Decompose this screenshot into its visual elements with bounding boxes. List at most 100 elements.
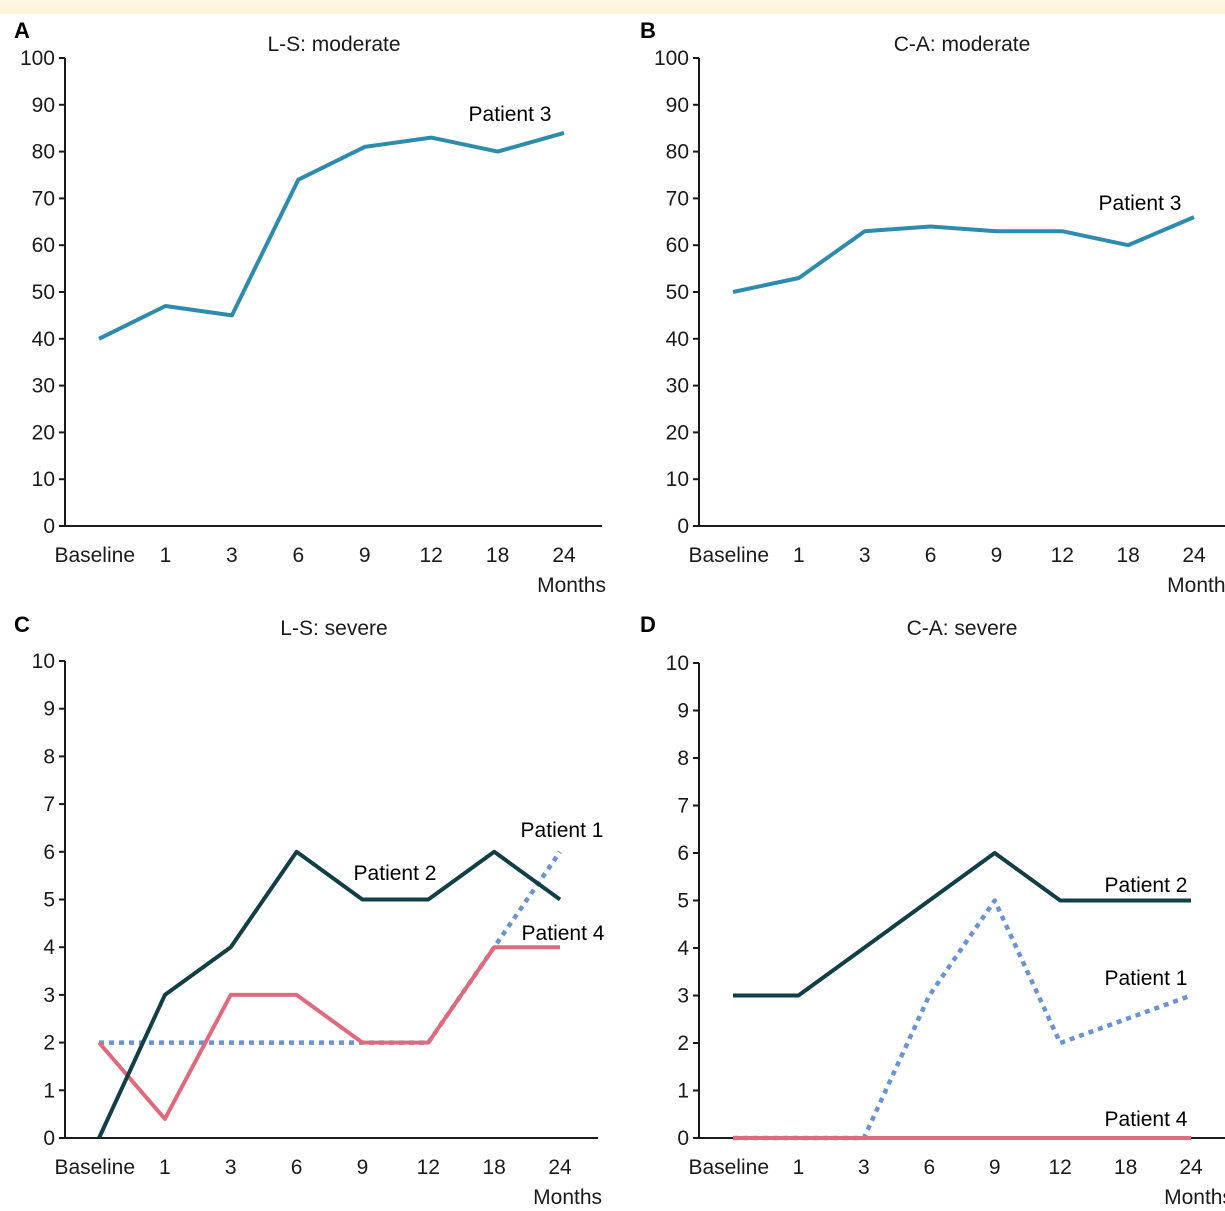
x-tick-label: 3 xyxy=(226,544,238,567)
x-axis-label: Months xyxy=(1164,1186,1225,1209)
panel-title: L-S: moderate xyxy=(267,33,400,56)
y-tick-label: 2 xyxy=(677,1032,689,1055)
y-tick-label: 50 xyxy=(666,281,689,304)
x-tick-label: 9 xyxy=(989,1156,1001,1179)
y-tick-label: 2 xyxy=(43,1032,55,1055)
x-tick-label: 24 xyxy=(548,1156,572,1179)
series-line-patient-2 xyxy=(733,851,1191,998)
x-tick-label: Baseline xyxy=(54,1156,135,1179)
x-tick-label: Baseline xyxy=(54,544,135,567)
x-tick-label: 18 xyxy=(1114,1156,1137,1179)
y-tick-label: 30 xyxy=(666,375,689,398)
y-tick-label: 30 xyxy=(32,375,55,398)
x-tick-label: 12 xyxy=(417,1156,440,1179)
series-label: Patient 2 xyxy=(354,862,437,885)
panel-title: C-A: moderate xyxy=(894,33,1031,56)
series-label: Patient 1 xyxy=(1105,967,1188,990)
panel-b: B C-A: moderate 0 10 20 30 40 50 60 70 80 90 100 Base… xyxy=(640,18,1225,597)
y-tick-label: 10 xyxy=(32,650,55,673)
y-tick-label: 80 xyxy=(666,141,689,164)
y-tick-label: 60 xyxy=(32,234,55,257)
x-tick-label: 3 xyxy=(225,1156,237,1179)
x-axis-label: Months xyxy=(1167,574,1225,597)
x-tick-label: 12 xyxy=(419,544,442,567)
y-tick-label: 60 xyxy=(666,234,689,257)
series-label: Patient 3 xyxy=(1099,192,1182,215)
y-tick-label: 90 xyxy=(666,94,689,117)
x-tick-label: 18 xyxy=(486,544,509,567)
y-tick-label: 100 xyxy=(20,47,55,70)
x-tick-label: 9 xyxy=(359,544,371,567)
y-tick-label: 70 xyxy=(32,187,55,210)
panel-letter: A xyxy=(14,18,30,43)
x-tick-label: 24 xyxy=(1182,544,1206,567)
x-tick-label: Baseline xyxy=(688,1156,769,1179)
x-tick-label: 6 xyxy=(923,1156,935,1179)
y-tick-label: 4 xyxy=(43,936,55,959)
series-line-patient-4 xyxy=(97,945,560,1121)
x-tick-label: 9 xyxy=(357,1156,369,1179)
series-label: Patient 3 xyxy=(469,103,552,126)
series-label: Patient 1 xyxy=(521,819,604,842)
x-tick-label: 6 xyxy=(292,544,304,567)
y-tick-label: 3 xyxy=(43,984,55,1007)
x-tick-label: 9 xyxy=(991,544,1003,567)
y-tick-label: 100 xyxy=(654,47,689,70)
x-tick-label: Baseline xyxy=(688,544,769,567)
y-tick-label: 10 xyxy=(666,468,689,491)
series-label: Patient 2 xyxy=(1105,874,1188,897)
y-tick-label: 10 xyxy=(666,652,689,675)
x-axis-label: Months xyxy=(537,574,606,597)
x-tick-label: 18 xyxy=(482,1156,505,1179)
x-tick-label: 12 xyxy=(1048,1156,1071,1179)
y-tick-label: 20 xyxy=(666,421,689,444)
x-tick-label: 24 xyxy=(1179,1156,1203,1179)
y-tick-label: 50 xyxy=(32,281,55,304)
y-tick-label: 1 xyxy=(43,1079,55,1102)
series-line-patient-1 xyxy=(99,850,562,1045)
y-tick-label: 1 xyxy=(677,1080,689,1103)
x-tick-label: 1 xyxy=(793,1156,805,1179)
y-tick-label: 8 xyxy=(43,745,55,768)
y-tick-label: 7 xyxy=(677,795,689,818)
series-line-patient-1 xyxy=(733,898,1192,1141)
y-tick-label: 3 xyxy=(677,985,689,1008)
x-tick-label: 3 xyxy=(858,1156,870,1179)
y-tick-label: 80 xyxy=(32,141,55,164)
y-tick-label: 40 xyxy=(666,328,689,351)
y-tick-label: 7 xyxy=(43,793,55,816)
y-tick-label: 20 xyxy=(32,421,55,444)
y-tick-label: 10 xyxy=(32,468,55,491)
x-tick-label: 6 xyxy=(291,1156,303,1179)
y-tick-label: 4 xyxy=(677,937,689,960)
x-tick-label: 6 xyxy=(925,544,937,567)
y-tick-label: 5 xyxy=(43,889,55,912)
series-label: Patient 4 xyxy=(1105,1108,1188,1131)
y-tick-label: 0 xyxy=(677,515,689,538)
y-tick-label: 6 xyxy=(677,842,689,865)
x-tick-label: 18 xyxy=(1116,544,1139,567)
x-tick-label: 1 xyxy=(159,1156,171,1179)
panel-title: L-S: severe xyxy=(280,617,387,640)
series-line-patient-2 xyxy=(97,849,562,1139)
series-label: Patient 4 xyxy=(522,922,605,945)
x-tick-label: 1 xyxy=(793,544,805,567)
panel-letter: C xyxy=(14,612,30,637)
panel-title: C-A: severe xyxy=(907,617,1018,640)
y-tick-label: 9 xyxy=(677,700,689,723)
x-axis-label: Months xyxy=(533,1186,602,1209)
series-line-patient-3 xyxy=(98,130,565,341)
y-tick-label: 0 xyxy=(43,1127,55,1150)
y-tick-label: 40 xyxy=(32,328,55,351)
y-tick-label: 5 xyxy=(677,890,689,913)
y-tick-label: 90 xyxy=(32,94,55,117)
top-banner xyxy=(0,0,1225,14)
y-tick-label: 70 xyxy=(666,187,689,210)
y-tick-label: 9 xyxy=(43,698,55,721)
x-tick-label: 1 xyxy=(160,544,172,567)
x-tick-label: 24 xyxy=(552,544,576,567)
y-tick-label: 0 xyxy=(43,515,55,538)
x-tick-label: 3 xyxy=(859,544,871,567)
